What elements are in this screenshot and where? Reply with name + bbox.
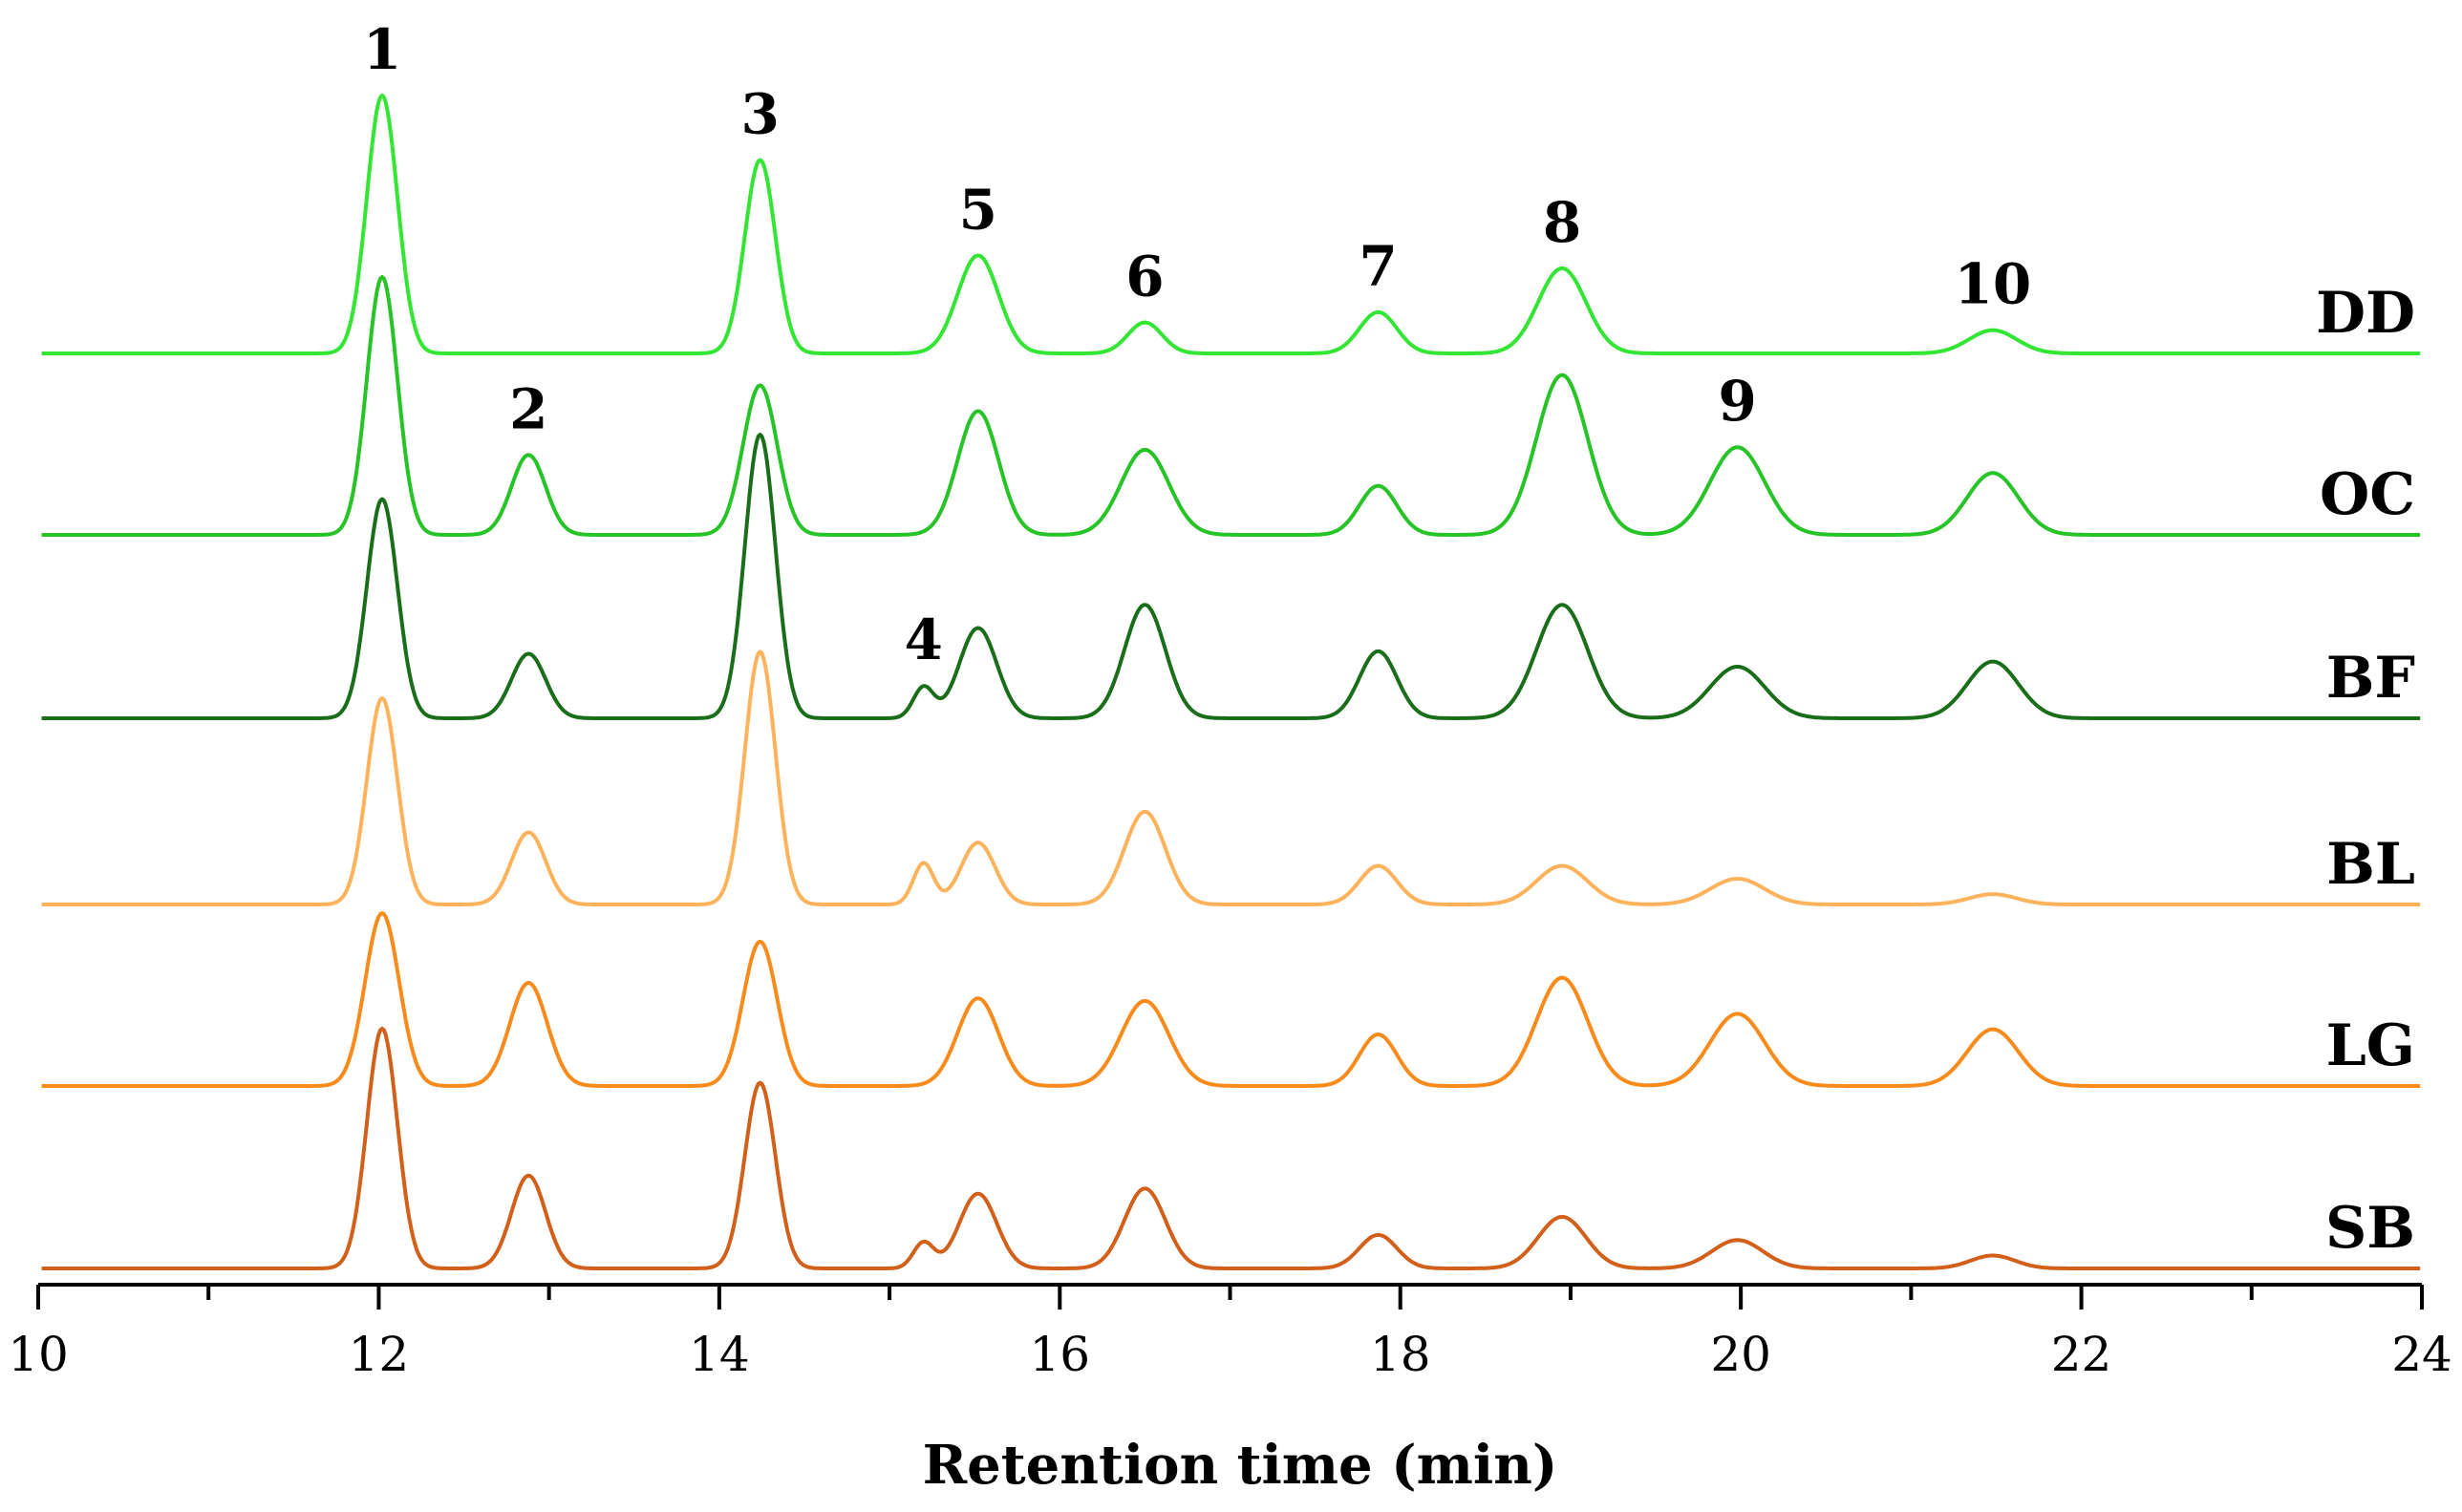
trace-label-bf: BF	[2326, 645, 2415, 712]
x-axis: 10 12 14 16 18 20 22 24	[8, 1283, 2452, 1382]
x-tick-label-18: 18	[1370, 1327, 1431, 1382]
peak-label-layer: 1 2 3 4 5 6 7 8 9 10	[363, 17, 2031, 672]
trace-line-dd	[41, 94, 2421, 355]
x-tick-label-14: 14	[689, 1327, 750, 1382]
peak-label-9: 9	[1718, 369, 1756, 434]
peak-label-4: 4	[905, 607, 943, 672]
peak-label-8: 8	[1543, 190, 1581, 255]
x-tick-label-20: 20	[1710, 1327, 1771, 1382]
peak-label-7: 7	[1359, 234, 1397, 299]
trace-label-sb: SB	[2325, 1195, 2415, 1262]
x-tick-label-24: 24	[2391, 1327, 2452, 1382]
trace-label-bl: BL	[2326, 831, 2415, 898]
trace-line-lg	[41, 911, 2421, 1088]
trace-label-lg: LG	[2326, 1012, 2415, 1079]
trace-line-oc	[41, 275, 2421, 537]
trace-line-bf	[41, 433, 2421, 720]
trace-label-dd: DD	[2316, 280, 2415, 347]
trace-line-sb	[41, 1026, 2421, 1270]
peak-label-6: 6	[1125, 245, 1164, 309]
x-tick-label-10: 10	[8, 1327, 69, 1382]
peak-label-5: 5	[959, 177, 997, 242]
peak-label-1: 1	[363, 17, 401, 82]
peak-label-3: 3	[740, 82, 779, 147]
peak-label-2: 2	[509, 376, 547, 441]
x-tick-label-16: 16	[1029, 1327, 1090, 1382]
x-tick-label-22: 22	[2051, 1327, 2112, 1382]
trace-layer	[41, 94, 2421, 1270]
x-tick-label-12: 12	[349, 1327, 410, 1382]
peak-label-10: 10	[1955, 252, 2032, 317]
x-axis-title: Retention time (min)	[923, 1434, 1558, 1497]
trace-line-bl	[41, 650, 2421, 906]
trace-label-layer: DD OC BF BL LG SB	[2316, 280, 2415, 1262]
trace-label-oc: OC	[2320, 461, 2415, 528]
